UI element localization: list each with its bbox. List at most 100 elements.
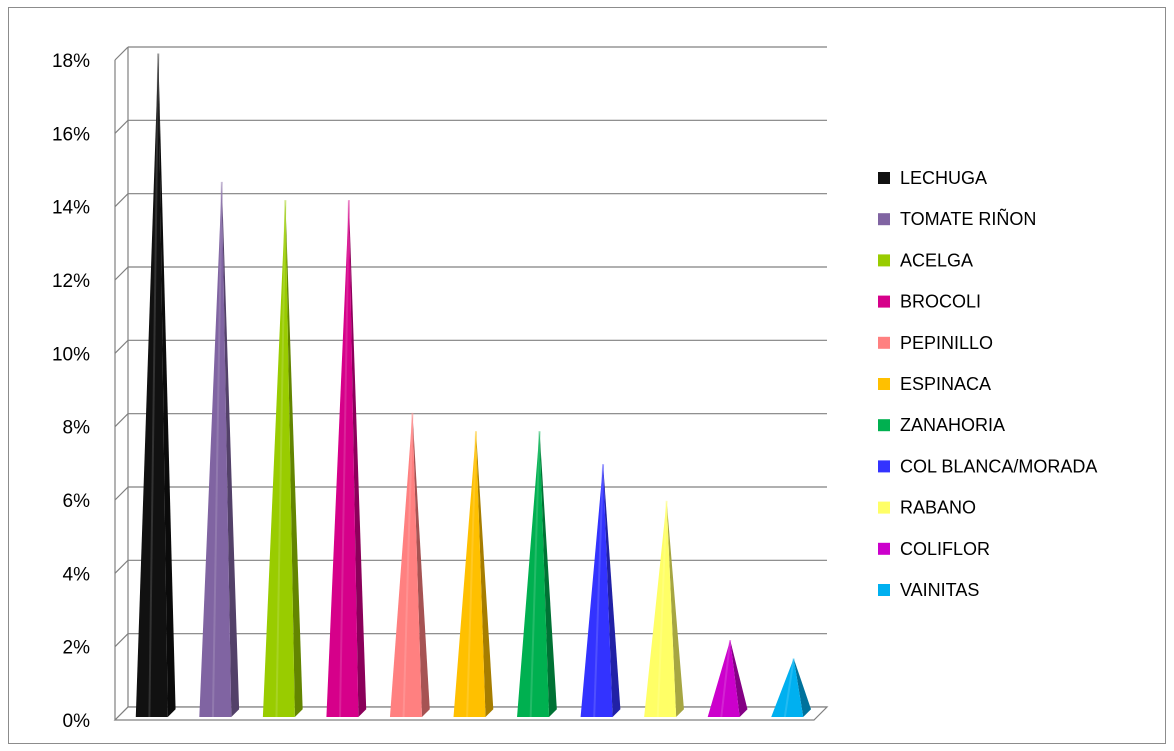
bar-rabano <box>644 500 684 718</box>
bar-highlight <box>339 200 350 718</box>
bar-lechuga <box>135 53 176 718</box>
legend-item: ESPINACA <box>878 374 991 394</box>
bar-side-face <box>285 200 303 717</box>
legend-label: ESPINACA <box>900 374 991 394</box>
bar-highlight <box>211 181 223 718</box>
bar-side-face <box>603 464 621 717</box>
bar-side-face <box>666 500 684 717</box>
bar-pepinillo <box>389 412 430 718</box>
gridline-side <box>114 46 129 61</box>
bar-front-face <box>517 431 550 717</box>
gridline-side <box>114 266 129 281</box>
bar-highlight <box>720 640 732 718</box>
bar-highlight <box>656 500 668 718</box>
bar-vainitas <box>771 658 812 718</box>
bars <box>135 53 812 718</box>
legend-item: TOMATE RIÑON <box>878 208 1036 229</box>
bar-side-face <box>730 640 748 717</box>
y-tick-label: 8% <box>63 418 91 439</box>
legend-swatch <box>878 419 890 432</box>
bar-brocoli <box>326 200 367 718</box>
legend-label: BROCOLI <box>900 292 981 312</box>
legend-label: LECHUGA <box>900 168 987 188</box>
bar-front-face <box>580 464 613 717</box>
bar-espinaca <box>453 431 494 718</box>
gridline-side <box>114 339 129 354</box>
legend-swatch <box>878 295 890 308</box>
legend-label: PEPINILLO <box>900 333 993 353</box>
bar-side-face <box>348 200 367 717</box>
bar-front-face <box>453 431 486 717</box>
legend-label: TOMATE RIÑON <box>900 208 1036 229</box>
legend-label: ACELGA <box>900 250 973 270</box>
bar-front-face <box>771 658 804 717</box>
gridline-side <box>114 119 129 134</box>
y-tick-label: 12% <box>52 271 90 292</box>
legend-label: COLIFLOR <box>900 539 990 559</box>
legend-item: VAINITAS <box>878 580 979 600</box>
gridline-side <box>114 559 129 574</box>
y-tick-label: 18% <box>52 51 90 72</box>
legend-label: RABANO <box>900 498 976 518</box>
gridline-side <box>114 486 129 501</box>
bar-front-face <box>389 412 422 717</box>
y-tick-label: 10% <box>52 344 90 365</box>
legend-item: COL BLANCA/MORADA <box>878 456 1097 476</box>
legend-label: VAINITAS <box>900 580 979 600</box>
bar-highlight <box>593 464 605 718</box>
bar-col-blanca-morada <box>580 464 621 718</box>
bar-highlight <box>783 658 795 718</box>
legend-item: COLIFLOR <box>878 539 990 559</box>
gridline-side <box>114 633 129 648</box>
bar-highlight <box>275 200 287 718</box>
legend-swatch <box>878 460 890 473</box>
bar-front-face <box>199 181 232 718</box>
legend-item: BROCOLI <box>878 292 981 312</box>
legend-swatch <box>878 172 890 184</box>
bar-side-face <box>412 412 430 717</box>
gridline-side <box>114 193 129 208</box>
legend-label: ZANAHORIA <box>900 415 1005 435</box>
bar-highlight <box>148 53 160 718</box>
legend-swatch <box>878 213 890 226</box>
bar-acelga <box>262 200 303 718</box>
bar-front-face <box>326 200 359 717</box>
y-tick-label: 14% <box>52 198 90 219</box>
legend-swatch <box>878 584 890 596</box>
y-axis-ticks: 0% 2% 4% 6% 8% 10% 12% 14% 16% 18% <box>52 51 90 732</box>
legend-label: COL BLANCA/MORADA <box>900 456 1097 476</box>
legend-item: ACELGA <box>878 250 973 270</box>
bar-front-face <box>707 640 740 717</box>
legend-swatch <box>878 501 890 514</box>
gridline-side <box>114 413 129 428</box>
legend-swatch <box>878 254 890 267</box>
legend-swatch <box>878 378 890 390</box>
legend-item: PEPINILLO <box>878 333 993 353</box>
legend-swatch <box>878 542 890 555</box>
legend: LECHUGA TOMATE RIÑON ACELGA BROCOLI PEPINILL… <box>878 168 1097 600</box>
legend-item: RABANO <box>878 498 976 518</box>
legend-item: ZANAHORIA <box>878 415 1005 435</box>
bar-front-face <box>644 500 677 717</box>
bar-front-face <box>135 53 168 717</box>
y-tick-label: 6% <box>63 491 91 512</box>
bar-highlight <box>529 431 541 718</box>
bar-side-face <box>539 431 557 717</box>
bar-tomate-ri-on <box>199 181 240 718</box>
chart-frame <box>8 7 1166 744</box>
legend-item: LECHUGA <box>878 168 987 188</box>
bar-zanahoria <box>517 431 557 718</box>
bar-front-face <box>262 200 295 717</box>
y-tick-label: 2% <box>63 638 91 659</box>
y-tick-label: 4% <box>63 564 91 585</box>
bar-highlight <box>402 412 414 718</box>
y-tick-label: 0% <box>63 711 91 732</box>
legend-swatch <box>878 336 890 349</box>
bar-coliflor <box>707 640 748 718</box>
bar-highlight <box>466 431 477 718</box>
bar-side-face <box>221 181 240 718</box>
bar-side-face <box>476 431 494 717</box>
bar-side-face <box>793 658 812 717</box>
y-tick-label: 16% <box>52 124 90 145</box>
